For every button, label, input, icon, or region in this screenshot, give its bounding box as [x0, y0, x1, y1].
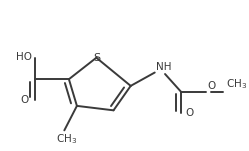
Text: CH$_3$: CH$_3$	[226, 77, 247, 91]
Text: HO: HO	[16, 52, 32, 62]
Text: O: O	[207, 81, 216, 91]
Text: O: O	[185, 108, 193, 118]
Text: S: S	[93, 53, 100, 63]
Text: CH$_3$: CH$_3$	[56, 132, 77, 146]
Text: O: O	[21, 95, 29, 105]
Text: NH: NH	[156, 62, 171, 72]
